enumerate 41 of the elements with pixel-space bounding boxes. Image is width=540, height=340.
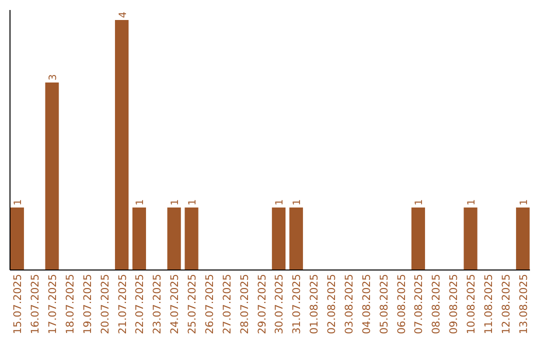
x-tick-label: 24.07.2025: [169, 274, 182, 334]
data-label: 1: [466, 199, 478, 206]
x-tick-label: 10.08.2025: [466, 274, 478, 334]
x-tick-label: 22.07.2025: [134, 274, 146, 334]
data-label: 1: [292, 199, 304, 206]
x-tick-label: 17.07.2025: [47, 274, 60, 334]
x-tick-label: 27.07.2025: [221, 274, 234, 334]
x-tick-label: 28.07.2025: [238, 274, 251, 334]
x-tick-label: 23.07.2025: [152, 274, 164, 334]
x-tick-label: 02.08.2025: [326, 274, 338, 334]
x-tick-label: 30.07.2025: [274, 274, 286, 334]
x-tick-label: 18.07.2025: [64, 274, 76, 334]
data-label: 1: [188, 199, 199, 206]
x-tick-label: 12.08.2025: [500, 274, 512, 334]
x-tick-label: 20.07.2025: [99, 274, 112, 334]
x-tick-label: 04.08.2025: [360, 274, 373, 334]
x-tick-label: 07.08.2025: [413, 274, 426, 334]
x-tick-label: 15.07.2025: [12, 274, 24, 334]
x-tick-label: 13.08.2025: [518, 274, 530, 334]
x-tick-label: 26.07.2025: [204, 274, 216, 334]
x-tick-label: 09.08.2025: [448, 274, 460, 334]
x-tick-label: 01.08.2025: [308, 274, 321, 334]
data-label: 1: [170, 199, 182, 206]
data-label: 1: [414, 199, 426, 206]
data-label: 1: [274, 199, 286, 206]
x-tick-label: 08.08.2025: [430, 274, 443, 334]
x-tick-label: 03.08.2025: [343, 274, 356, 334]
x-tick-label: 06.08.2025: [396, 274, 408, 334]
x-tick-label: 31.07.2025: [291, 274, 304, 334]
x-tick-label: 21.07.2025: [116, 274, 129, 334]
x-tick-label: 16.07.2025: [30, 274, 42, 334]
x-tick-label: 11.08.2025: [482, 274, 495, 334]
data-label: 1: [135, 199, 146, 206]
x-tick-label: 25.07.2025: [186, 274, 199, 334]
data-label: 1: [518, 199, 530, 206]
data-label: 1: [13, 199, 24, 206]
x-tick-label: 19.07.2025: [82, 274, 94, 334]
data-label: 4: [118, 12, 129, 18]
x-tick-label: 29.07.2025: [256, 274, 268, 334]
x-tick-label: 05.08.2025: [378, 274, 390, 334]
data-label: 3: [48, 74, 60, 80]
